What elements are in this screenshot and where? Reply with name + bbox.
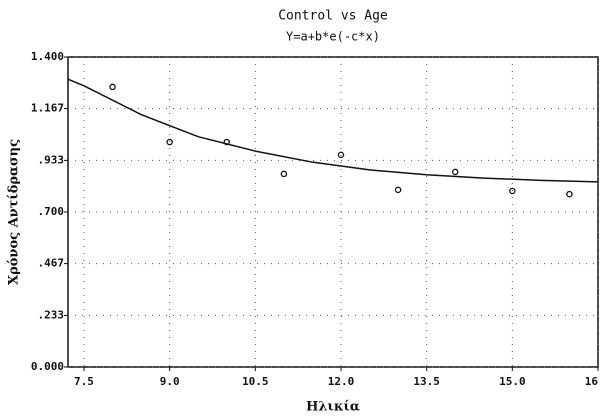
x-tick-label: 7.5 [74, 375, 94, 388]
data-point [509, 187, 516, 195]
data-point [566, 190, 573, 198]
x-tick-label: 12.0 [328, 375, 355, 388]
y-tick-label: 1.167 [31, 102, 64, 115]
x-tick-label: 10.5 [242, 375, 269, 388]
data-point [337, 151, 345, 159]
x-tick-label: 9.0 [160, 375, 180, 388]
y-tick-label: .233 [38, 308, 65, 321]
y-tick-label: .700 [38, 205, 65, 218]
data-point [451, 168, 459, 176]
chart-subtitle: Y=a+b*e(-c*x) [286, 30, 380, 44]
x-axis-label: Ηλικία [306, 400, 360, 415]
plot-frame [67, 56, 599, 368]
x-tick-label: 16.5 [585, 375, 600, 388]
x-tick-label: 13.5 [413, 375, 440, 388]
fit-curve [67, 78, 599, 183]
y-tick-label: .933 [38, 153, 65, 166]
y-tick-label: 1.400 [31, 50, 64, 63]
y-axis-label: Χρόνος Αντίδρασης [7, 139, 22, 285]
data-point [394, 186, 402, 194]
chart-title: Control vs Age [278, 9, 388, 24]
y-tick-label: .467 [38, 257, 65, 270]
data-point [166, 138, 173, 146]
y-tick-label: 0.000 [31, 360, 64, 373]
data-point [280, 170, 288, 178]
data-point [109, 83, 116, 91]
x-tick-label: 15.0 [499, 375, 526, 388]
